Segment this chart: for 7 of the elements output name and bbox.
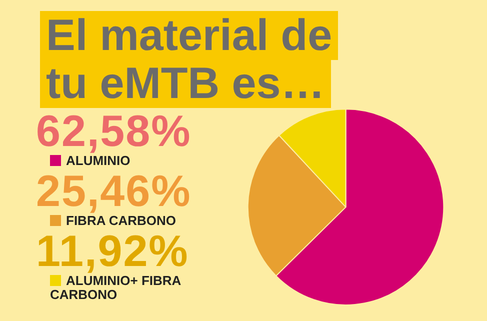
data-label: 62,58%	[36, 107, 192, 156]
chart-title: El material de tu eMTB es…	[40, 11, 338, 108]
data-label: 25,46%	[36, 167, 192, 216]
legend-label: FIBRA CARBONO	[65, 213, 178, 228]
legend-label: ALUMINIO	[65, 153, 132, 168]
data-label: 11,92%	[36, 227, 190, 276]
legend-label: ALUMINIO+ FIBRA CARBONO	[49, 273, 182, 302]
